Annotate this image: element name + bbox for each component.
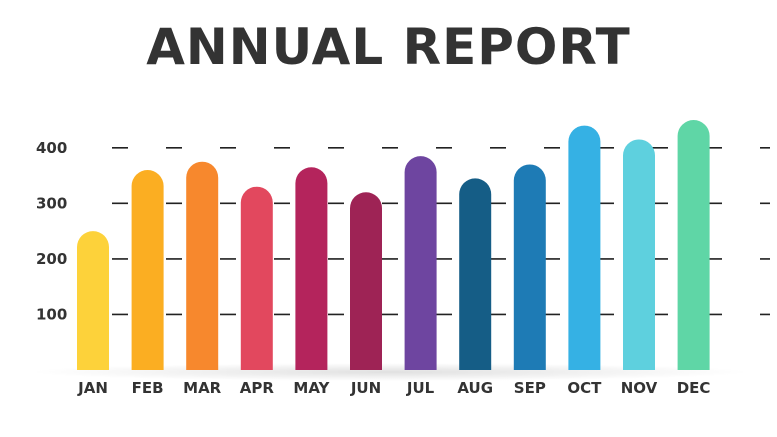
bar-mar	[186, 161, 219, 370]
bar-jul	[404, 156, 437, 370]
x-tick-label: OCT	[567, 379, 602, 397]
x-tick-label: SEP	[514, 379, 546, 397]
bar-sep	[513, 164, 546, 370]
bar-aug	[459, 178, 492, 370]
x-axis: JAN FEB MAR APR MAY JUN JUL AUG SEP OCT NOV DEC	[77, 379, 710, 397]
bar-may	[295, 167, 328, 370]
bar-oct	[568, 125, 601, 370]
y-axis: 100 200 300 400	[36, 139, 67, 324]
x-tick-label: DEC	[677, 379, 711, 397]
bar-nov	[623, 139, 655, 370]
x-tick-label: JAN	[77, 379, 108, 397]
bar-dec	[677, 120, 710, 370]
bar-feb	[131, 170, 164, 370]
x-tick-label: JUN	[350, 379, 381, 397]
x-tick-label: FEB	[132, 379, 164, 397]
y-tick-label: 400	[36, 139, 67, 157]
x-tick-label: NOV	[621, 379, 658, 397]
bar-jan	[77, 231, 109, 370]
gridlines	[112, 147, 770, 316]
x-tick-label: MAY	[293, 379, 330, 397]
bar-apr	[240, 186, 273, 370]
x-tick-label: APR	[240, 379, 275, 397]
x-tick-label: AUG	[457, 379, 493, 397]
y-tick-label: 300	[36, 194, 67, 212]
x-tick-label: MAR	[183, 379, 222, 397]
y-tick-label: 200	[36, 250, 67, 268]
bars	[77, 120, 710, 370]
x-tick-label: JUL	[406, 379, 435, 397]
bar-jun	[350, 192, 382, 370]
chart-title: ANNUAL REPORT	[146, 18, 631, 76]
y-tick-label: 100	[36, 305, 67, 323]
